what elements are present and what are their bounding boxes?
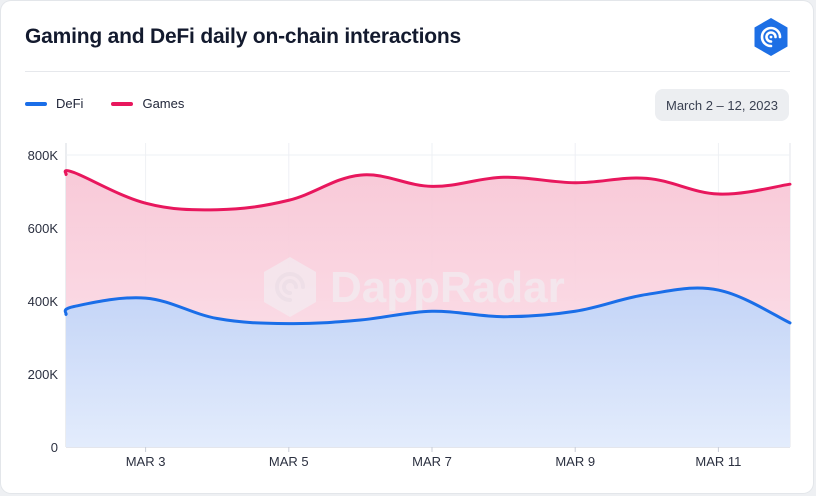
dappradar-logo-icon[interactable] xyxy=(751,17,791,57)
watermark-text: DappRadar xyxy=(330,263,565,312)
y-tick-label: 200K xyxy=(28,367,59,382)
y-tick-label: 800K xyxy=(28,148,59,163)
legend-item-defi[interactable]: DeFi xyxy=(25,96,83,111)
legend-item-games[interactable]: Games xyxy=(111,96,184,111)
defi-area xyxy=(65,288,790,447)
x-tick-label: MAR 9 xyxy=(555,454,595,469)
dappradar-watermark: DappRadar xyxy=(264,257,565,317)
y-tick-label: 400K xyxy=(28,294,59,309)
x-tick-label: MAR 5 xyxy=(269,454,309,469)
chart-legend: DeFi Games xyxy=(25,96,212,111)
chart-title: Gaming and DeFi daily on-chain interacti… xyxy=(25,25,461,48)
header-divider xyxy=(25,71,790,72)
defi-series-line[interactable] xyxy=(63,286,792,326)
legend-label-defi: DeFi xyxy=(56,96,84,111)
x-tick-label: MAR 11 xyxy=(695,454,741,469)
y-tick-label: 600K xyxy=(28,221,59,236)
legend-swatch-games xyxy=(111,101,134,106)
legend-swatch-defi xyxy=(25,101,47,106)
x-tick-label: MAR 7 xyxy=(412,454,452,469)
games-series-line[interactable] xyxy=(63,169,792,212)
x-tick-label: MAR 3 xyxy=(126,454,166,469)
date-range-button[interactable]: March 2 – 12, 2023 xyxy=(655,89,789,121)
y-tick-label: 0 xyxy=(51,440,58,455)
legend-label-games: Games xyxy=(142,96,185,111)
